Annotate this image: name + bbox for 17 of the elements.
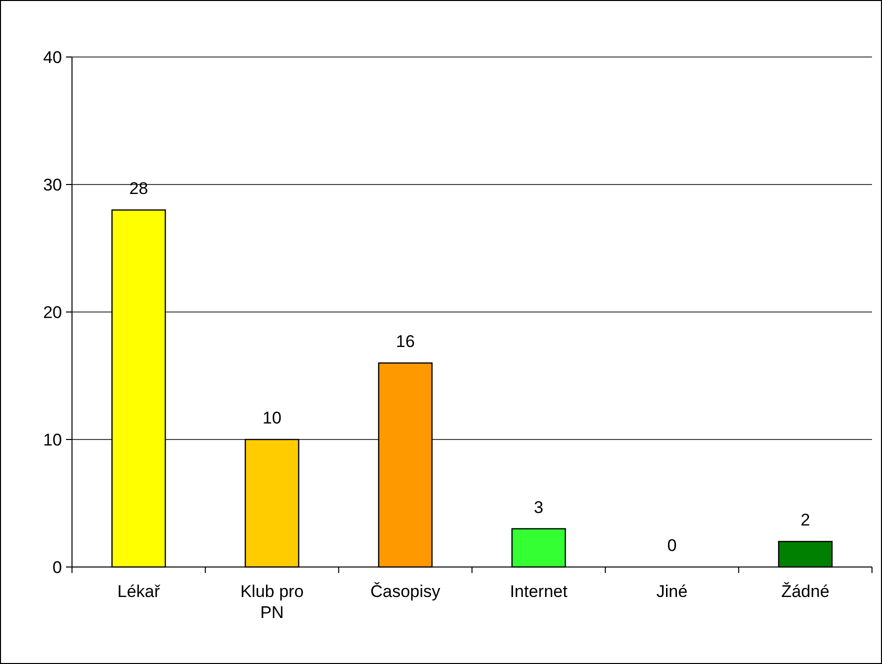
data-label: 28 [129, 179, 148, 198]
y-tick-label: 10 [43, 430, 62, 450]
x-tick-label: Jiné [656, 582, 688, 601]
data-label: 3 [534, 498, 544, 517]
y-tick-label: 20 [43, 302, 62, 322]
x-tick-label: Žádné [781, 582, 830, 601]
x-tick-label: Internet [510, 582, 568, 601]
x-tick-label: Klub pro PN [240, 582, 304, 622]
x-tick-label: Lékař [117, 582, 160, 601]
data-label: 10 [262, 408, 282, 428]
y-tick-label: 40 [43, 48, 62, 67]
data-label: 0 [667, 536, 677, 555]
data-label: 2 [800, 510, 810, 530]
x-tick-label: Časopisy [370, 582, 441, 601]
data-label: 16 [396, 332, 415, 351]
y-tick-label: 30 [43, 175, 62, 194]
y-tick-label: 0 [52, 558, 62, 577]
